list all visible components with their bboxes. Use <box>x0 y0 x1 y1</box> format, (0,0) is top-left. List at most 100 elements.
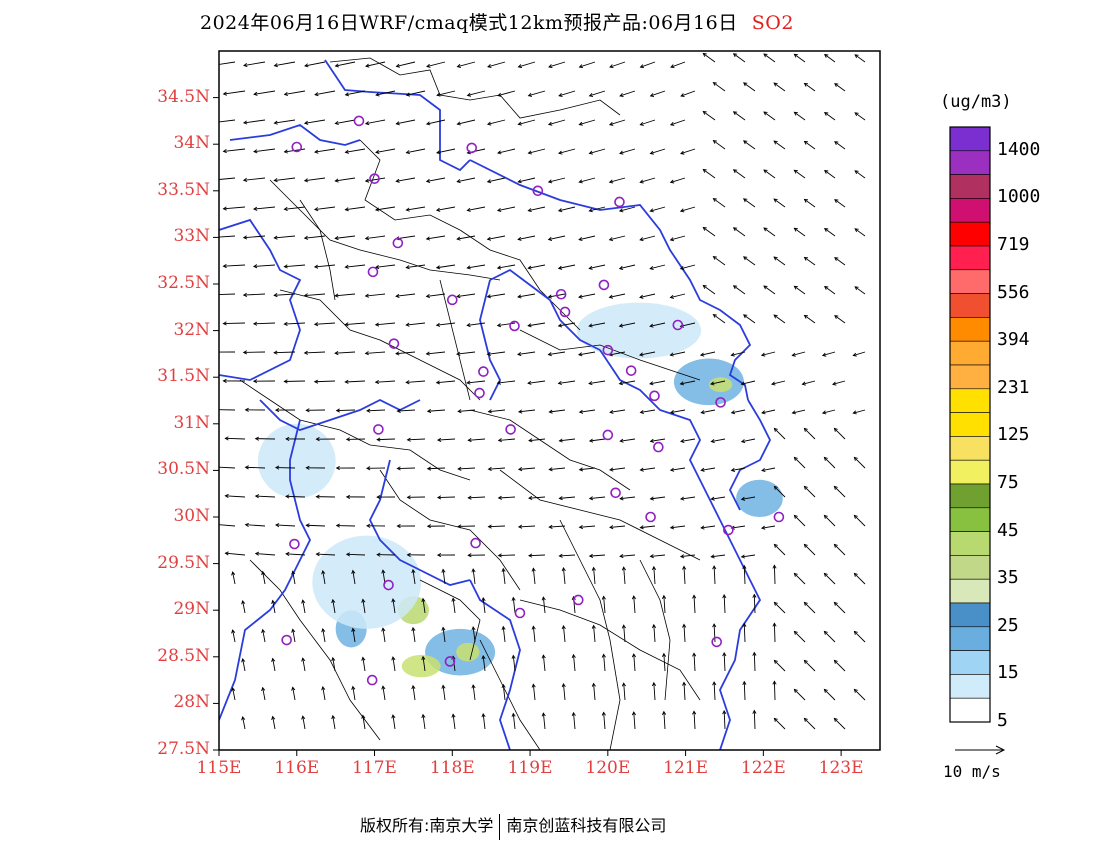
wind-arrow-head <box>649 554 654 559</box>
wind-arrow <box>703 111 716 121</box>
wind-arrow-head <box>548 467 553 472</box>
lat-label: 31N <box>173 412 210 433</box>
wind-arrow <box>650 206 666 212</box>
wind-arrow-head <box>436 150 441 155</box>
wind-arrow <box>487 61 506 68</box>
wind-arrow <box>345 206 366 211</box>
wind-arrow <box>733 111 746 121</box>
wind-arrow <box>773 314 786 324</box>
lon-label: 117E <box>352 758 397 778</box>
wind-arrow <box>723 652 726 672</box>
wind-arrow-head <box>772 622 777 627</box>
wind-arrow <box>558 322 576 327</box>
wind-arrow-head <box>591 566 596 571</box>
wind-arrow-head <box>651 623 657 629</box>
wind-arrow-head <box>752 593 757 598</box>
wind-arrow-head <box>700 525 705 530</box>
footer-right: 南京创蓝科技有限公司 <box>506 816 667 835</box>
wind-arrow-head <box>761 410 766 415</box>
wind-arrow-head <box>618 208 624 213</box>
wind-arrow-head <box>411 568 416 574</box>
wind-arrow-head <box>486 179 492 184</box>
wind-arrow-head <box>497 150 502 155</box>
wind-arrow <box>640 467 656 471</box>
wind-arrow-head <box>853 456 858 461</box>
wind-arrow <box>365 119 386 125</box>
wind-arrow <box>457 119 476 125</box>
wind-arrow <box>375 380 396 383</box>
wind-arrow <box>242 600 246 614</box>
wind-arrow <box>458 409 476 412</box>
wind-arrow-head <box>773 427 778 432</box>
wind-arrow <box>548 177 566 183</box>
wind-arrow-head <box>486 121 492 126</box>
wind-arrow-head <box>527 92 533 97</box>
wind-arrow <box>397 409 416 412</box>
colorbar-segment <box>949 269 991 294</box>
wind-arrow-head <box>331 656 336 662</box>
wind-arrow <box>272 716 276 730</box>
wind-arrow-head <box>517 351 522 357</box>
wind-arrow-head <box>649 496 654 501</box>
wind-arrow-head <box>834 257 839 261</box>
wind-arrow-head <box>487 524 492 529</box>
wind-arrow <box>274 61 296 67</box>
wind-arrow <box>442 685 446 701</box>
wind-arrow <box>640 409 656 413</box>
wind-arrow-head <box>618 323 624 328</box>
wind-arrow <box>650 90 666 97</box>
wind-arrow-head <box>254 436 259 441</box>
wind-arrow-head <box>682 681 687 686</box>
wind-arrow <box>804 660 816 672</box>
wind-arrow-head <box>315 437 320 442</box>
wind-arrow <box>804 486 816 498</box>
wind-arrow <box>834 141 846 150</box>
wind-arrow-head <box>852 352 857 357</box>
wind-arrow <box>528 496 546 499</box>
wind-arrow-head <box>456 236 461 241</box>
wind-arrow <box>713 140 726 150</box>
wind-arrow-head <box>466 207 471 212</box>
wind-arrow <box>773 82 786 92</box>
wind-arrow <box>713 681 716 701</box>
wind-arrow <box>761 409 776 414</box>
wind-arrow-head <box>548 524 553 529</box>
wind-arrow <box>304 351 326 354</box>
wind-arrow-head <box>588 496 594 501</box>
wind-arrow <box>352 686 356 701</box>
legend-label: 1000 <box>997 186 1041 208</box>
wind-arrow-head <box>426 524 432 529</box>
wind-arrow <box>512 713 516 730</box>
wind-arrow-head <box>833 543 838 548</box>
wind-arrow-head <box>283 149 288 154</box>
wind-arrow <box>701 467 716 471</box>
wind-arrow <box>422 598 426 614</box>
wind-arrow-head <box>557 380 563 386</box>
wind-arrow-head <box>547 294 552 299</box>
wind-arrow-head <box>457 524 462 529</box>
wind-arrow-head <box>366 466 371 471</box>
wind-arrow-head <box>481 596 486 602</box>
wind-arrow <box>589 496 606 500</box>
wind-arrow-head <box>313 322 319 327</box>
wind-arrow <box>396 293 416 297</box>
wind-arrow-head <box>395 63 400 68</box>
wind-arrow-head <box>303 120 309 125</box>
wind-arrow-head <box>471 568 476 573</box>
wind-arrow-head <box>793 227 798 232</box>
wind-arrow <box>743 140 756 150</box>
wind-arrow <box>262 571 266 585</box>
wind-arrow <box>243 177 266 181</box>
wind-arrow-head <box>699 352 705 357</box>
wind-arrow <box>619 90 636 97</box>
wind-arrow <box>243 61 266 66</box>
wind-arrow-head <box>242 120 248 125</box>
wind-arrow-head <box>531 567 536 572</box>
wind-arrow-head <box>215 408 218 411</box>
wind-arrow-head <box>832 381 837 386</box>
wind-arrow <box>741 554 756 558</box>
wind-arrow <box>663 711 666 730</box>
wind-arrow-head <box>321 627 326 633</box>
wind-arrow <box>528 148 546 154</box>
wind-arrow <box>396 61 416 67</box>
